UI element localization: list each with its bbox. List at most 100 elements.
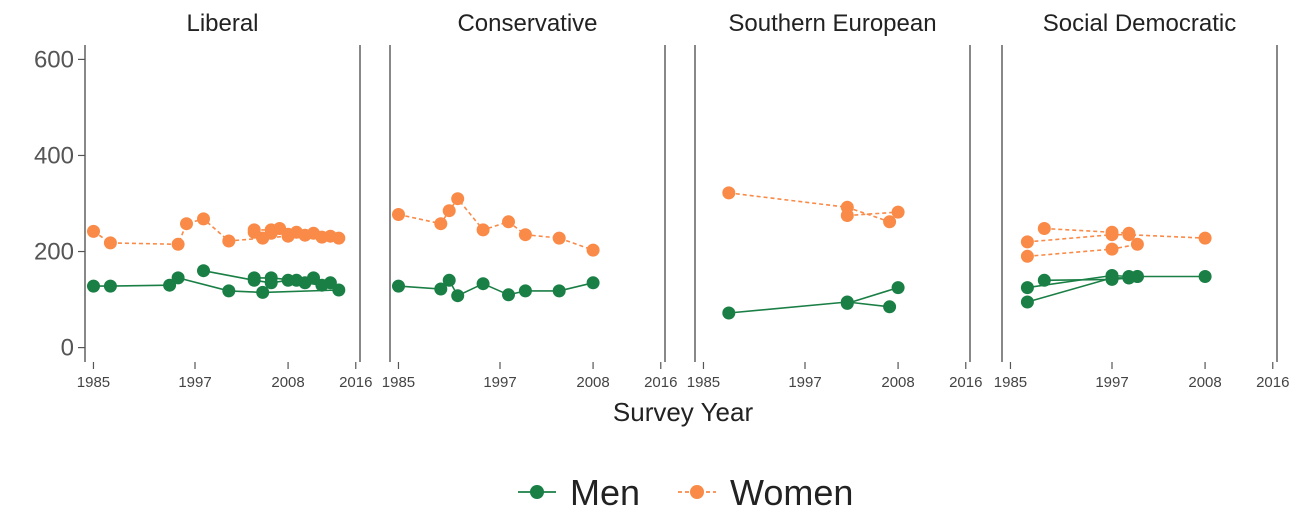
data-point-women — [197, 212, 210, 226]
data-point-men — [1198, 270, 1212, 283]
data-point-men — [451, 289, 465, 303]
data-point-women — [247, 225, 261, 239]
series-women — [392, 192, 600, 257]
x-tick-label: 2008 — [576, 374, 609, 391]
data-point-women — [103, 236, 117, 250]
y-tick-label: 0 — [61, 335, 74, 362]
panel-liberal: Liberal 1985 1997 2008 2016 — [77, 10, 373, 391]
data-point-men — [171, 271, 185, 285]
x-tick-label: 1985 — [77, 374, 110, 391]
data-point-men — [392, 279, 405, 293]
legend-item-women: Women — [678, 472, 853, 512]
data-point-men — [1122, 271, 1136, 285]
data-point-women — [442, 204, 456, 218]
series-line-men — [728, 301, 890, 314]
data-point-women — [171, 237, 185, 251]
x-tick-label: 1997 — [483, 374, 516, 391]
series-women — [722, 186, 905, 229]
data-point-men — [163, 278, 177, 292]
y-tick-label: 600 — [34, 46, 74, 73]
panel-social-democratic: Social Democratic 1985 1997 2008 2016 — [994, 10, 1290, 391]
data-point-men — [1020, 295, 1034, 309]
x-tick-label: 2008 — [1188, 374, 1221, 391]
series-line-women — [847, 211, 899, 217]
data-point-women — [180, 217, 193, 231]
panels: Liberal 1985 1997 2008 2016 Conservative 1985 1… — [77, 10, 1290, 391]
data-point-women — [1020, 249, 1034, 263]
x-axis-label: Survey Year — [613, 397, 754, 427]
data-point-men — [1020, 281, 1034, 295]
data-point-women — [1198, 231, 1212, 245]
legend-item-men: Men — [518, 472, 640, 512]
series-women — [1020, 222, 1212, 263]
x-tick-label: 1997 — [788, 374, 821, 391]
data-point-men — [518, 284, 532, 298]
panel-title: Conservative — [457, 10, 597, 37]
data-point-women — [518, 228, 532, 242]
legend: Men Women — [518, 472, 853, 512]
series-men — [392, 273, 600, 303]
data-point-women — [1105, 225, 1119, 239]
x-tick-label: 1997 — [178, 374, 211, 391]
y-tick-label: 400 — [34, 142, 74, 169]
data-point-men — [552, 284, 566, 298]
data-point-men — [222, 284, 236, 298]
data-point-men — [307, 271, 320, 285]
data-point-women — [586, 243, 600, 257]
x-tick-label: 2016 — [339, 374, 372, 391]
panel-title: Southern European — [728, 10, 936, 37]
data-point-women — [891, 205, 905, 219]
series-women — [87, 212, 346, 251]
y-tick-label: 200 — [34, 239, 74, 266]
data-point-women — [281, 227, 295, 241]
data-point-women — [222, 234, 236, 248]
data-point-men — [434, 282, 448, 296]
data-point-women — [1130, 237, 1144, 251]
x-tick-label: 2016 — [949, 374, 982, 391]
data-point-women — [1105, 242, 1119, 256]
data-point-women — [552, 231, 566, 245]
data-point-women — [1037, 222, 1051, 235]
data-point-men — [323, 276, 337, 290]
data-point-men — [502, 288, 515, 302]
x-tick-label: 2016 — [1256, 374, 1289, 391]
series-men — [87, 264, 346, 299]
data-point-men — [1037, 273, 1051, 287]
data-point-women — [264, 226, 278, 240]
panel-southern-european: Southern European 1985 1997 2008 2016 — [687, 10, 983, 391]
series-men — [1020, 269, 1212, 309]
data-point-men — [264, 271, 278, 285]
data-point-women — [722, 186, 736, 200]
data-point-men — [256, 285, 270, 299]
panel-conservative: Conservative 1985 1997 2008 2016 — [382, 10, 678, 391]
legend-label: Women — [730, 472, 853, 512]
data-point-women — [476, 223, 490, 237]
data-point-men — [247, 271, 261, 285]
data-point-men — [840, 296, 854, 310]
y-axis: 0 200 400 600 — [34, 46, 85, 362]
panel-title: Liberal — [186, 10, 258, 37]
series-line-men — [847, 286, 899, 305]
legend-label: Men — [570, 472, 640, 512]
x-tick-label: 1997 — [1095, 374, 1128, 391]
data-point-men — [891, 281, 905, 295]
series-line-women — [728, 192, 890, 223]
x-tick-label: 2008 — [881, 374, 914, 391]
x-tick-label: 2016 — [644, 374, 677, 391]
data-point-men — [87, 279, 100, 293]
data-point-women — [434, 217, 448, 231]
x-tick-label: 2008 — [271, 374, 304, 391]
x-tick-label: 1985 — [687, 374, 720, 391]
series-line-women — [1027, 233, 1206, 243]
legend-swatch-point — [690, 485, 704, 499]
data-point-men — [1105, 272, 1119, 286]
data-point-women — [87, 224, 100, 238]
data-point-women — [315, 230, 329, 244]
data-point-men — [722, 306, 736, 320]
data-point-men — [442, 273, 456, 287]
data-point-men — [103, 279, 117, 293]
data-point-men — [883, 300, 897, 314]
data-point-men — [290, 273, 303, 287]
x-tick-label: 1985 — [382, 374, 415, 391]
